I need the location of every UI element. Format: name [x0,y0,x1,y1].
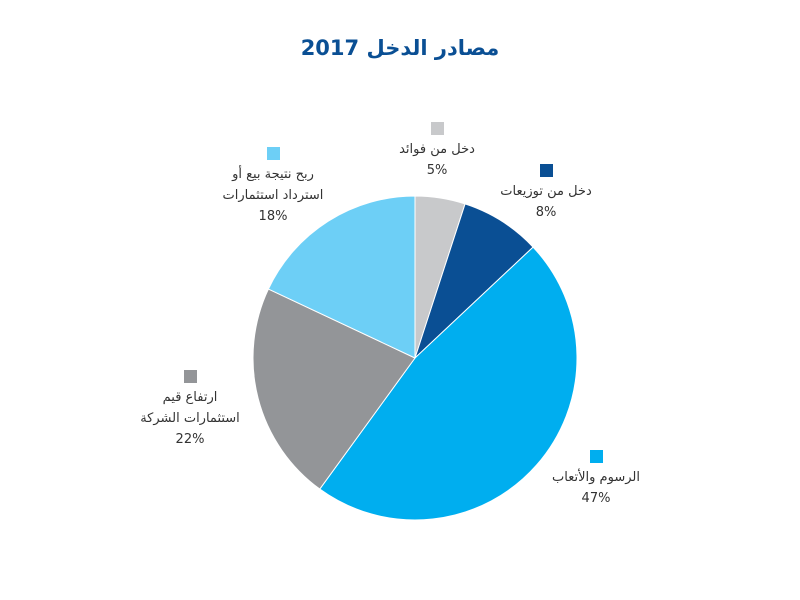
legend-swatch [183,370,197,383]
legend-swatch [430,122,444,135]
value-label: 18% [258,209,288,224]
slice-label: ربح نتيجة بيع أو استرداد استثمارات 18% [173,147,373,227]
legend-swatch [266,147,280,160]
chart-title: مصادر الدخل 2017 [300,36,500,60]
pie-slice [319,246,578,521]
legend-swatch [539,164,553,177]
category-label: ربح نتيجة بيع أو استرداد استثمارات [222,167,324,203]
category-label: دخل من توزيعات [500,184,592,199]
slice-label: ارتفاع قيم استثمارات الشركة 22% [90,370,290,450]
value-label: 22% [175,432,205,447]
category-label: الرسوم والأتعاب [552,470,640,485]
slice-label: الرسوم والأتعاب 47% [496,450,696,509]
legend-swatch [589,450,603,463]
category-label: دخل من فوائد [399,142,475,157]
value-label: 5% [426,163,448,178]
value-label: 47% [581,491,611,506]
category-label: ارتفاع قيم استثمارات الشركة [140,390,240,426]
value-label: 8% [535,205,557,220]
pie-slice [267,195,416,359]
slice-label: دخل من فوائد 5% [337,122,537,181]
slice-label: دخل من توزيعات 8% [446,164,646,223]
